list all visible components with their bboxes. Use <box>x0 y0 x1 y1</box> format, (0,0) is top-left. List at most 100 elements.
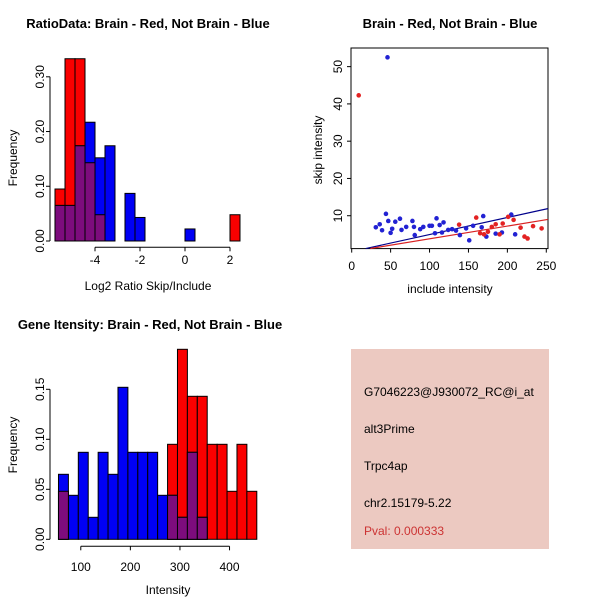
histogram-bar-red <box>176 348 188 540</box>
x-tick-label: 200 <box>497 259 517 273</box>
y-axis-label: Frequency <box>6 130 20 187</box>
y-tick-label: 30 <box>331 134 345 148</box>
chart-title: RatioData: Brain - Red, Not Brain - Blue <box>26 16 269 31</box>
scatter-point <box>373 224 379 230</box>
scatter-point <box>511 217 516 223</box>
scatter-point <box>449 226 455 232</box>
y-tick-label: 0.10 <box>33 174 47 198</box>
scatter-point <box>434 216 439 221</box>
chromosome-location: chr2.15179-5.22 <box>364 496 452 510</box>
x-tick-label: 100 <box>71 560 91 574</box>
scatter-point <box>481 232 487 237</box>
plot-box <box>350 47 549 250</box>
scatter-point <box>399 227 404 233</box>
scatter-point <box>477 230 483 236</box>
scatter-point <box>505 214 511 220</box>
scatter-point <box>388 230 393 236</box>
y-tick-label: 0.00 <box>33 527 47 551</box>
x-tick-label: 50 <box>384 259 398 273</box>
scatter-point <box>456 222 462 227</box>
histogram-bar-blue <box>87 516 99 540</box>
histogram-bar-overlap <box>167 494 178 540</box>
scatter-point <box>539 226 544 231</box>
histogram-bar-blue <box>117 386 129 540</box>
histogram-bar-blue <box>104 145 116 242</box>
histogram-bar-overlap <box>84 162 96 242</box>
x-tick-label: 150 <box>458 259 478 273</box>
scatter-point <box>432 230 438 236</box>
histogram-bar-overlap <box>74 145 86 242</box>
x-tick-label: 250 <box>536 259 556 273</box>
scatter-point <box>525 236 530 241</box>
scatter-point <box>412 232 418 238</box>
histogram-bar-overlap <box>176 516 188 540</box>
x-tick-label: 2 <box>227 253 234 267</box>
x-tick-label: 100 <box>420 259 440 273</box>
histogram-bar-red <box>216 443 228 540</box>
scatter-point <box>403 224 409 230</box>
x-tick-label: -2 <box>135 253 146 267</box>
scatter-point <box>473 215 479 220</box>
scatter-point <box>437 222 442 228</box>
pvalue: Pval: 0.000333 <box>364 524 445 538</box>
chart-title: Brain - Red, Not Brain - Blue <box>363 16 538 31</box>
y-tick-label: 20 <box>331 171 345 185</box>
scatter-point <box>485 229 491 235</box>
scatter-point <box>457 232 463 238</box>
scatter-point <box>453 228 459 233</box>
splice-type: alt3Prime <box>364 422 415 436</box>
histogram-bar-overlap <box>64 204 76 242</box>
scatter-point <box>379 227 385 233</box>
y-tick-label: 40 <box>331 97 345 111</box>
scatter-point <box>480 213 486 219</box>
histogram-bar-blue <box>147 451 159 540</box>
histogram-bar-overlap <box>94 214 106 242</box>
y-tick-label: 50 <box>331 60 345 74</box>
scatter-point <box>411 224 417 230</box>
x-tick-label: -4 <box>90 253 101 267</box>
intensity-scatter: 0 50 100 150 200 250 10 20 30 40 50 Brain - Red, No… <box>311 16 557 296</box>
histogram-bar-blue <box>77 451 89 540</box>
histogram-bar-overlap <box>54 204 66 242</box>
scatter-point <box>497 232 502 237</box>
gene-intensity-histogram: 100 200 300 400 0.00 0.05 0.10 0.15 Gene Itensit… <box>6 317 282 597</box>
y-tick-label: 0.20 <box>33 120 47 144</box>
histogram-bar-blue <box>107 473 119 540</box>
y-tick-label: 0.00 <box>33 229 47 253</box>
x-axis-label: Log2 Ratio Skip/Include <box>85 279 212 293</box>
scatter-point <box>489 224 495 230</box>
histogram-bar-overlap <box>186 451 198 540</box>
histogram-bar-blue <box>184 228 196 242</box>
info-panel: G7046223@J930072_RC@i_at alt3Prime Trpc4… <box>351 349 549 549</box>
histogram-bar-overlap <box>196 516 208 540</box>
y-tick-label: 0.30 <box>33 65 47 89</box>
gene-symbol: Trpc4ap <box>364 459 408 473</box>
scatter-point <box>493 221 498 227</box>
histogram-bar-red <box>246 490 258 540</box>
histogram-bar-red <box>206 443 218 540</box>
scatter-point <box>470 223 476 229</box>
histogram-bar-blue <box>124 192 136 242</box>
histogram-bar-red <box>236 443 248 540</box>
histogram-bar-blue <box>127 451 139 540</box>
scatter-point <box>356 93 362 98</box>
y-axis-label: Frequency <box>6 417 20 474</box>
histogram-bar-red <box>226 490 238 540</box>
scatter-point <box>493 231 498 236</box>
scatter-point <box>385 218 391 224</box>
scatter-point <box>410 218 415 224</box>
scatter-point <box>441 220 446 225</box>
scatter-point <box>421 224 426 230</box>
histogram-bar-blue <box>137 451 149 540</box>
x-axis-label: include intensity <box>407 282 492 296</box>
scatter-point <box>383 211 389 217</box>
scatter-point <box>466 238 472 243</box>
x-axis-label: Intensity <box>146 583 191 597</box>
histogram-bar-blue <box>157 494 169 540</box>
histogram-bar-red <box>229 214 241 242</box>
scatter-point <box>512 232 518 237</box>
y-tick-label: 10 <box>331 209 345 223</box>
chart-title: Gene Itensity: Brain - Red, Not Brain - … <box>18 317 282 332</box>
